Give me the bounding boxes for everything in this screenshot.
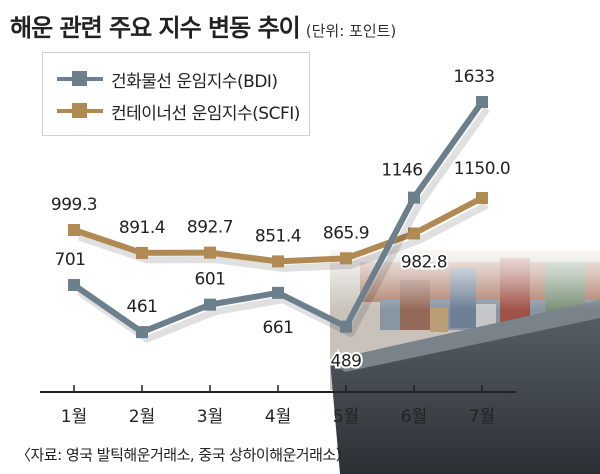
scfi-point (340, 252, 352, 265)
bdi-data-label: 661 (263, 318, 294, 338)
bdi-point (68, 279, 80, 291)
bdi-point (136, 326, 148, 339)
x-tick-label: 2월 (129, 407, 155, 427)
legend-marker-scfi (72, 103, 87, 118)
bdi-data-label: 489 (331, 352, 362, 372)
source-note: 〈자료: 영국 발틱해운거래소, 중국 상하이해운거래소〉 (16, 446, 351, 464)
scfi-data-label: 851.4 (255, 226, 301, 246)
scfi-data-label: 982.8 (401, 253, 447, 273)
x-tick-label: 7월 (469, 407, 495, 427)
bdi-point (340, 320, 352, 333)
scfi-point (136, 246, 148, 259)
chart-title: 해운 관련 주요 지수 변동 추이 (10, 14, 301, 42)
scfi-point (272, 255, 284, 268)
legend-item-scfi: 컨테이너선 운임지수(SCFI) (43, 95, 309, 125)
bdi-data-label: 1633 (453, 67, 494, 87)
scfi-data-label: 865.9 (323, 223, 369, 243)
bdi-point (408, 191, 420, 204)
title-row: 해운 관련 주요 지수 변동 추이 (단위: 포인트) (10, 8, 396, 43)
scfi-shadow (77, 201, 489, 272)
scfi-point (476, 192, 488, 204)
scfi-point (204, 246, 216, 259)
unit-label: (단위: 포인트) (305, 22, 397, 40)
bdi-data-label: 601 (195, 270, 226, 290)
bdi-data-label: 461 (127, 297, 158, 317)
legend: 건화물선 운임지수(BDI) 컨테이너선 운임지수(SCFI) (42, 52, 310, 136)
scfi-point (68, 224, 80, 236)
x-tick-label: 3월 (197, 407, 223, 427)
legend-label-scfi: 컨테이너선 운임지수(SCFI) (111, 104, 300, 124)
bdi-point (204, 298, 216, 311)
bdi-data-label: 701 (55, 250, 86, 270)
legend-marker-bdi (72, 71, 87, 86)
scfi-point (408, 227, 420, 240)
x-tick-label: 5월 (333, 407, 359, 427)
bdi-point (476, 96, 488, 108)
scfi-data-label: 1150.0 (454, 159, 510, 179)
x-tick-label: 1월 (61, 407, 87, 427)
scfi-data-label: 891.4 (119, 218, 165, 238)
x-tick-label: 4월 (265, 407, 291, 427)
scfi-data-label: 892.7 (187, 218, 233, 238)
bdi-point (272, 286, 284, 299)
scfi-data-label: 999.3 (51, 195, 97, 215)
x-tick-label: 6월 (401, 407, 427, 427)
legend-item-bdi: 건화물선 운임지수(BDI) (43, 63, 309, 93)
bdi-data-label: 1146 (381, 161, 422, 181)
legend-label-bdi: 건화물선 운임지수(BDI) (111, 72, 278, 92)
bdi-shadow (77, 106, 490, 343)
